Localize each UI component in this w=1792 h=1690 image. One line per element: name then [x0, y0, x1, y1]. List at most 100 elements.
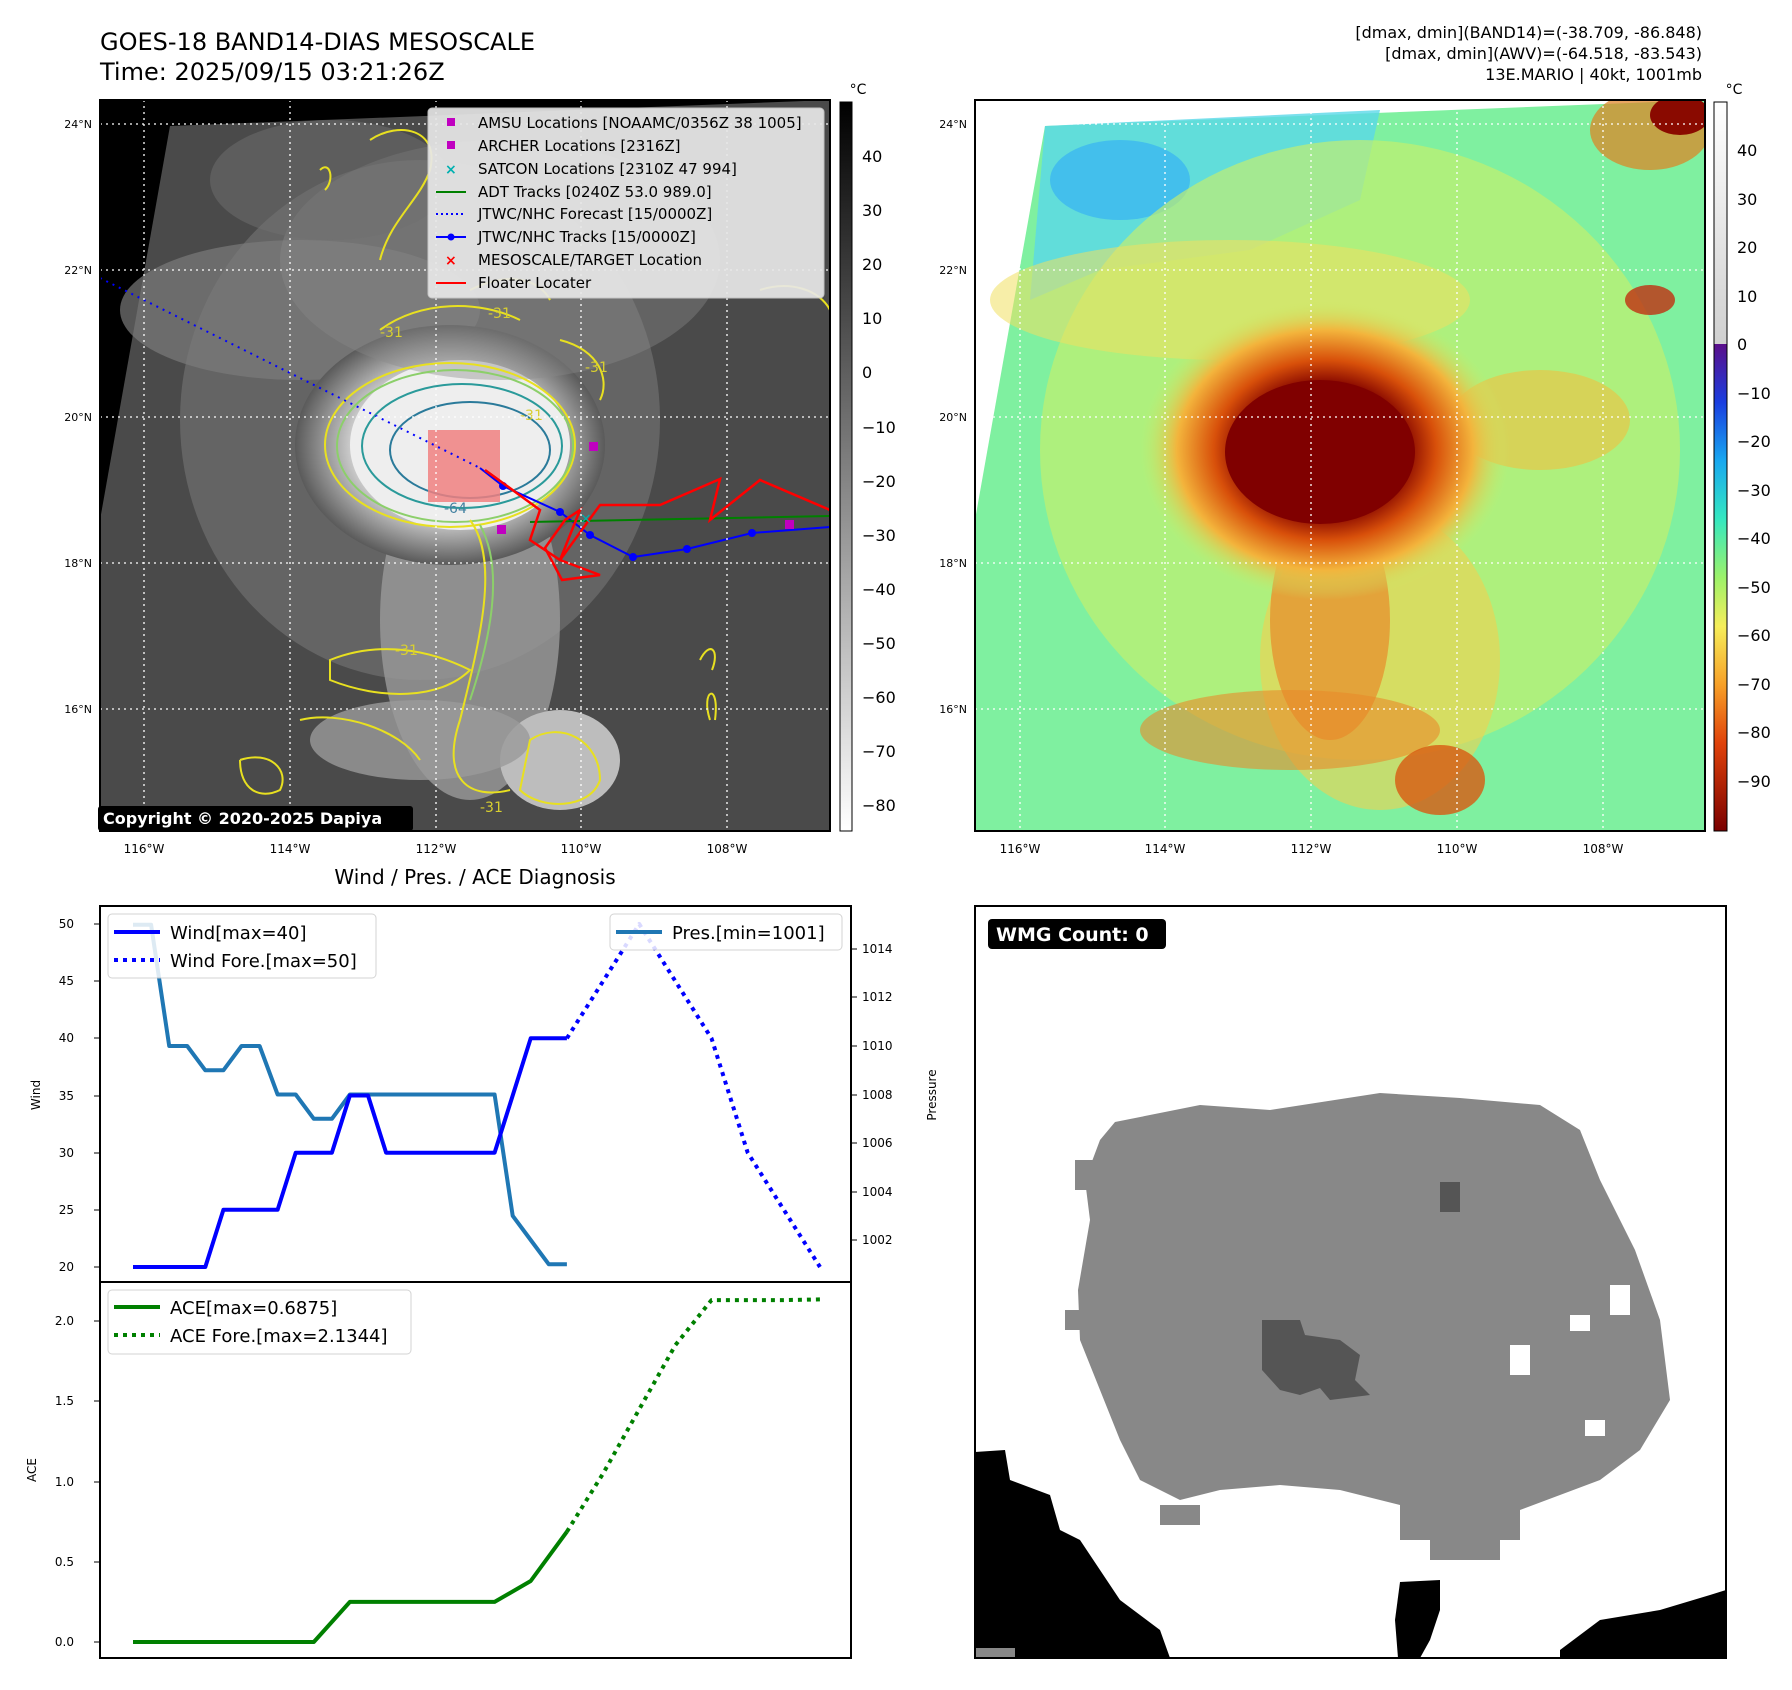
svg-text:−30: −30 [862, 526, 896, 545]
svg-text:×: × [445, 162, 457, 178]
map-color-panel: 24°N 22°N 20°N 18°N 16°N 116°W 114°W 112… [939, 99, 1706, 856]
svg-text:18°N: 18°N [64, 557, 92, 570]
svg-text:-31: -31 [380, 325, 403, 341]
svg-text:1010: 1010 [862, 1039, 893, 1053]
svg-text:ADT Tracks [0240Z 53.0 989.0]: ADT Tracks [0240Z 53.0 989.0] [478, 183, 712, 201]
satcon-marker: × [580, 511, 592, 527]
ace-axis-ticks: 2.0 1.5 1.0 0.5 0.0 [55, 1314, 74, 1649]
svg-text:22°N: 22°N [939, 264, 967, 277]
svg-text:×: × [445, 253, 457, 269]
svg-text:-31: -31 [488, 306, 511, 322]
svg-text:−20: −20 [1737, 432, 1771, 451]
svg-text:Floater Locater: Floater Locater [478, 274, 592, 292]
svg-text:40: 40 [1737, 141, 1757, 160]
svg-text:-64: -64 [444, 501, 467, 517]
svg-text:1014: 1014 [862, 942, 893, 956]
svg-text:1008: 1008 [862, 1088, 893, 1102]
svg-text:−40: −40 [862, 580, 896, 599]
svg-text:−80: −80 [1737, 723, 1771, 742]
svg-text:JTWC/NHC Forecast [15/0000Z]: JTWC/NHC Forecast [15/0000Z] [477, 205, 712, 223]
svg-text:20: 20 [59, 1260, 74, 1274]
colorbar-gray-ticks: 40 30 20 10 0 −10 −20 −30 −40 −50 −60 −7… [862, 147, 896, 815]
svg-text:50: 50 [59, 917, 74, 931]
svg-text:−20: −20 [862, 472, 896, 491]
jtwc-track-points [499, 482, 756, 561]
svg-text:1006: 1006 [862, 1136, 893, 1150]
svg-text:110°W: 110°W [561, 842, 602, 856]
ace-panel: 2.0 1.5 1.0 0.5 0.0 ACE ACE[max=0.6875] … [25, 1281, 852, 1659]
map-color-lat-labels: 24°N 22°N 20°N 18°N 16°N [939, 118, 967, 716]
svg-text:0.0: 0.0 [55, 1635, 74, 1649]
mesoscale-box [428, 430, 500, 502]
svg-text:112°W: 112°W [416, 842, 457, 856]
svg-text:ACE[max=0.6875]: ACE[max=0.6875] [170, 1298, 337, 1319]
wind-ylabel: Wind [29, 1080, 43, 1110]
svg-text:114°W: 114°W [270, 842, 311, 856]
colorbar-color: °C 40 30 20 10 0 −10 −20 −30 −40 −50 −60… [1713, 82, 1771, 832]
svg-text:16°N: 16°N [939, 703, 967, 716]
svg-text:24°N: 24°N [64, 118, 92, 131]
svg-text:114°W: 114°W [1145, 842, 1186, 856]
svg-text:40: 40 [862, 147, 882, 166]
svg-text:30: 30 [862, 201, 882, 220]
wmg-count-badge [988, 919, 1166, 949]
svg-text:10: 10 [1737, 287, 1757, 306]
ace-legend: ACE[max=0.6875] ACE Fore.[max=2.1344] [107, 1289, 412, 1355]
wind-plot-area [133, 922, 822, 1269]
colorbar-color-ticks: 40 30 20 10 0 −10 −20 −30 −40 −50 −60 −7… [1737, 141, 1771, 791]
svg-text:−10: −10 [862, 418, 896, 437]
ace-ylabel: ACE [25, 1458, 39, 1482]
svg-text:1012: 1012 [862, 990, 893, 1004]
svg-text:1.5: 1.5 [55, 1394, 74, 1408]
svg-text:−40: −40 [1737, 529, 1771, 548]
svg-text:−60: −60 [862, 688, 896, 707]
svg-text:2.0: 2.0 [55, 1314, 74, 1328]
svg-text:−70: −70 [1737, 675, 1771, 694]
svg-text:°C: °C [1726, 82, 1743, 98]
wind-pressure-panel: Wind / Pres. / ACE Diagnosis 50 45 40 35… [29, 865, 939, 1283]
svg-text:18°N: 18°N [939, 557, 967, 570]
svg-text:1.0: 1.0 [55, 1475, 74, 1489]
diagnosis-title: Wind / Pres. / ACE Diagnosis [334, 865, 615, 889]
svg-text:Wind[max=40]: Wind[max=40] [170, 923, 307, 944]
svg-text:116°W: 116°W [124, 842, 165, 856]
svg-text:−60: −60 [1737, 626, 1771, 645]
pressure-axis-ticks: 1014 1012 1010 1008 1006 1004 1002 [862, 942, 893, 1247]
svg-text:ACE Fore.[max=2.1344]: ACE Fore.[max=2.1344] [170, 1326, 388, 1347]
ace-series-line [133, 1530, 569, 1644]
map-color-grid [975, 100, 1705, 831]
svg-text:20°N: 20°N [939, 411, 967, 424]
wmg-panel: WMG Count: 0 [974, 905, 1727, 1659]
svg-text:Wind Fore.[max=50]: Wind Fore.[max=50] [170, 951, 357, 972]
svg-text:JTWC/NHC Tracks [15/0000Z]: JTWC/NHC Tracks [15/0000Z] [477, 228, 696, 246]
map-color-imagery [975, 100, 1705, 831]
amsu-marker [589, 442, 598, 451]
svg-text:1004: 1004 [862, 1185, 893, 1199]
svg-text:116°W: 116°W [1000, 842, 1041, 856]
svg-text:−80: −80 [862, 796, 896, 815]
wmg-image [975, 1093, 1726, 1658]
figure-time: Time: 2025/09/15 03:21:26Z [99, 58, 445, 86]
adt-track [529, 515, 830, 523]
storm-info: 13E.MARIO | 40kt, 1001mb [1485, 65, 1702, 84]
svg-text:Pres.[min=1001]: Pres.[min=1001] [672, 923, 825, 944]
pressure-ylabel: Pressure [925, 1069, 939, 1120]
figure-title: GOES-18 BAND14-DIAS MESOSCALE [100, 28, 535, 56]
map-ir-legend: AMSU Locations [NOAAMC/0356Z 38 1005] AR… [427, 107, 825, 299]
map-ir-panel: -31 -31 -31 -31 -31 -64 -31 × [64, 99, 831, 856]
svg-text:40: 40 [59, 1031, 74, 1045]
svg-text:20: 20 [862, 255, 882, 274]
svg-text:10: 10 [862, 309, 882, 328]
svg-text:112°W: 112°W [1291, 842, 1332, 856]
svg-text:0: 0 [862, 363, 872, 382]
pressure-legend: Pres.[min=1001] [609, 913, 843, 951]
svg-text:25: 25 [59, 1203, 74, 1217]
svg-text:°C: °C [850, 82, 867, 98]
svg-text:0.5: 0.5 [55, 1555, 74, 1569]
svg-text:−90: −90 [1737, 772, 1771, 791]
svg-text:-31: -31 [520, 408, 543, 424]
svg-text:108°W: 108°W [707, 842, 748, 856]
floater-track [484, 468, 830, 562]
svg-text:−30: −30 [1737, 481, 1771, 500]
